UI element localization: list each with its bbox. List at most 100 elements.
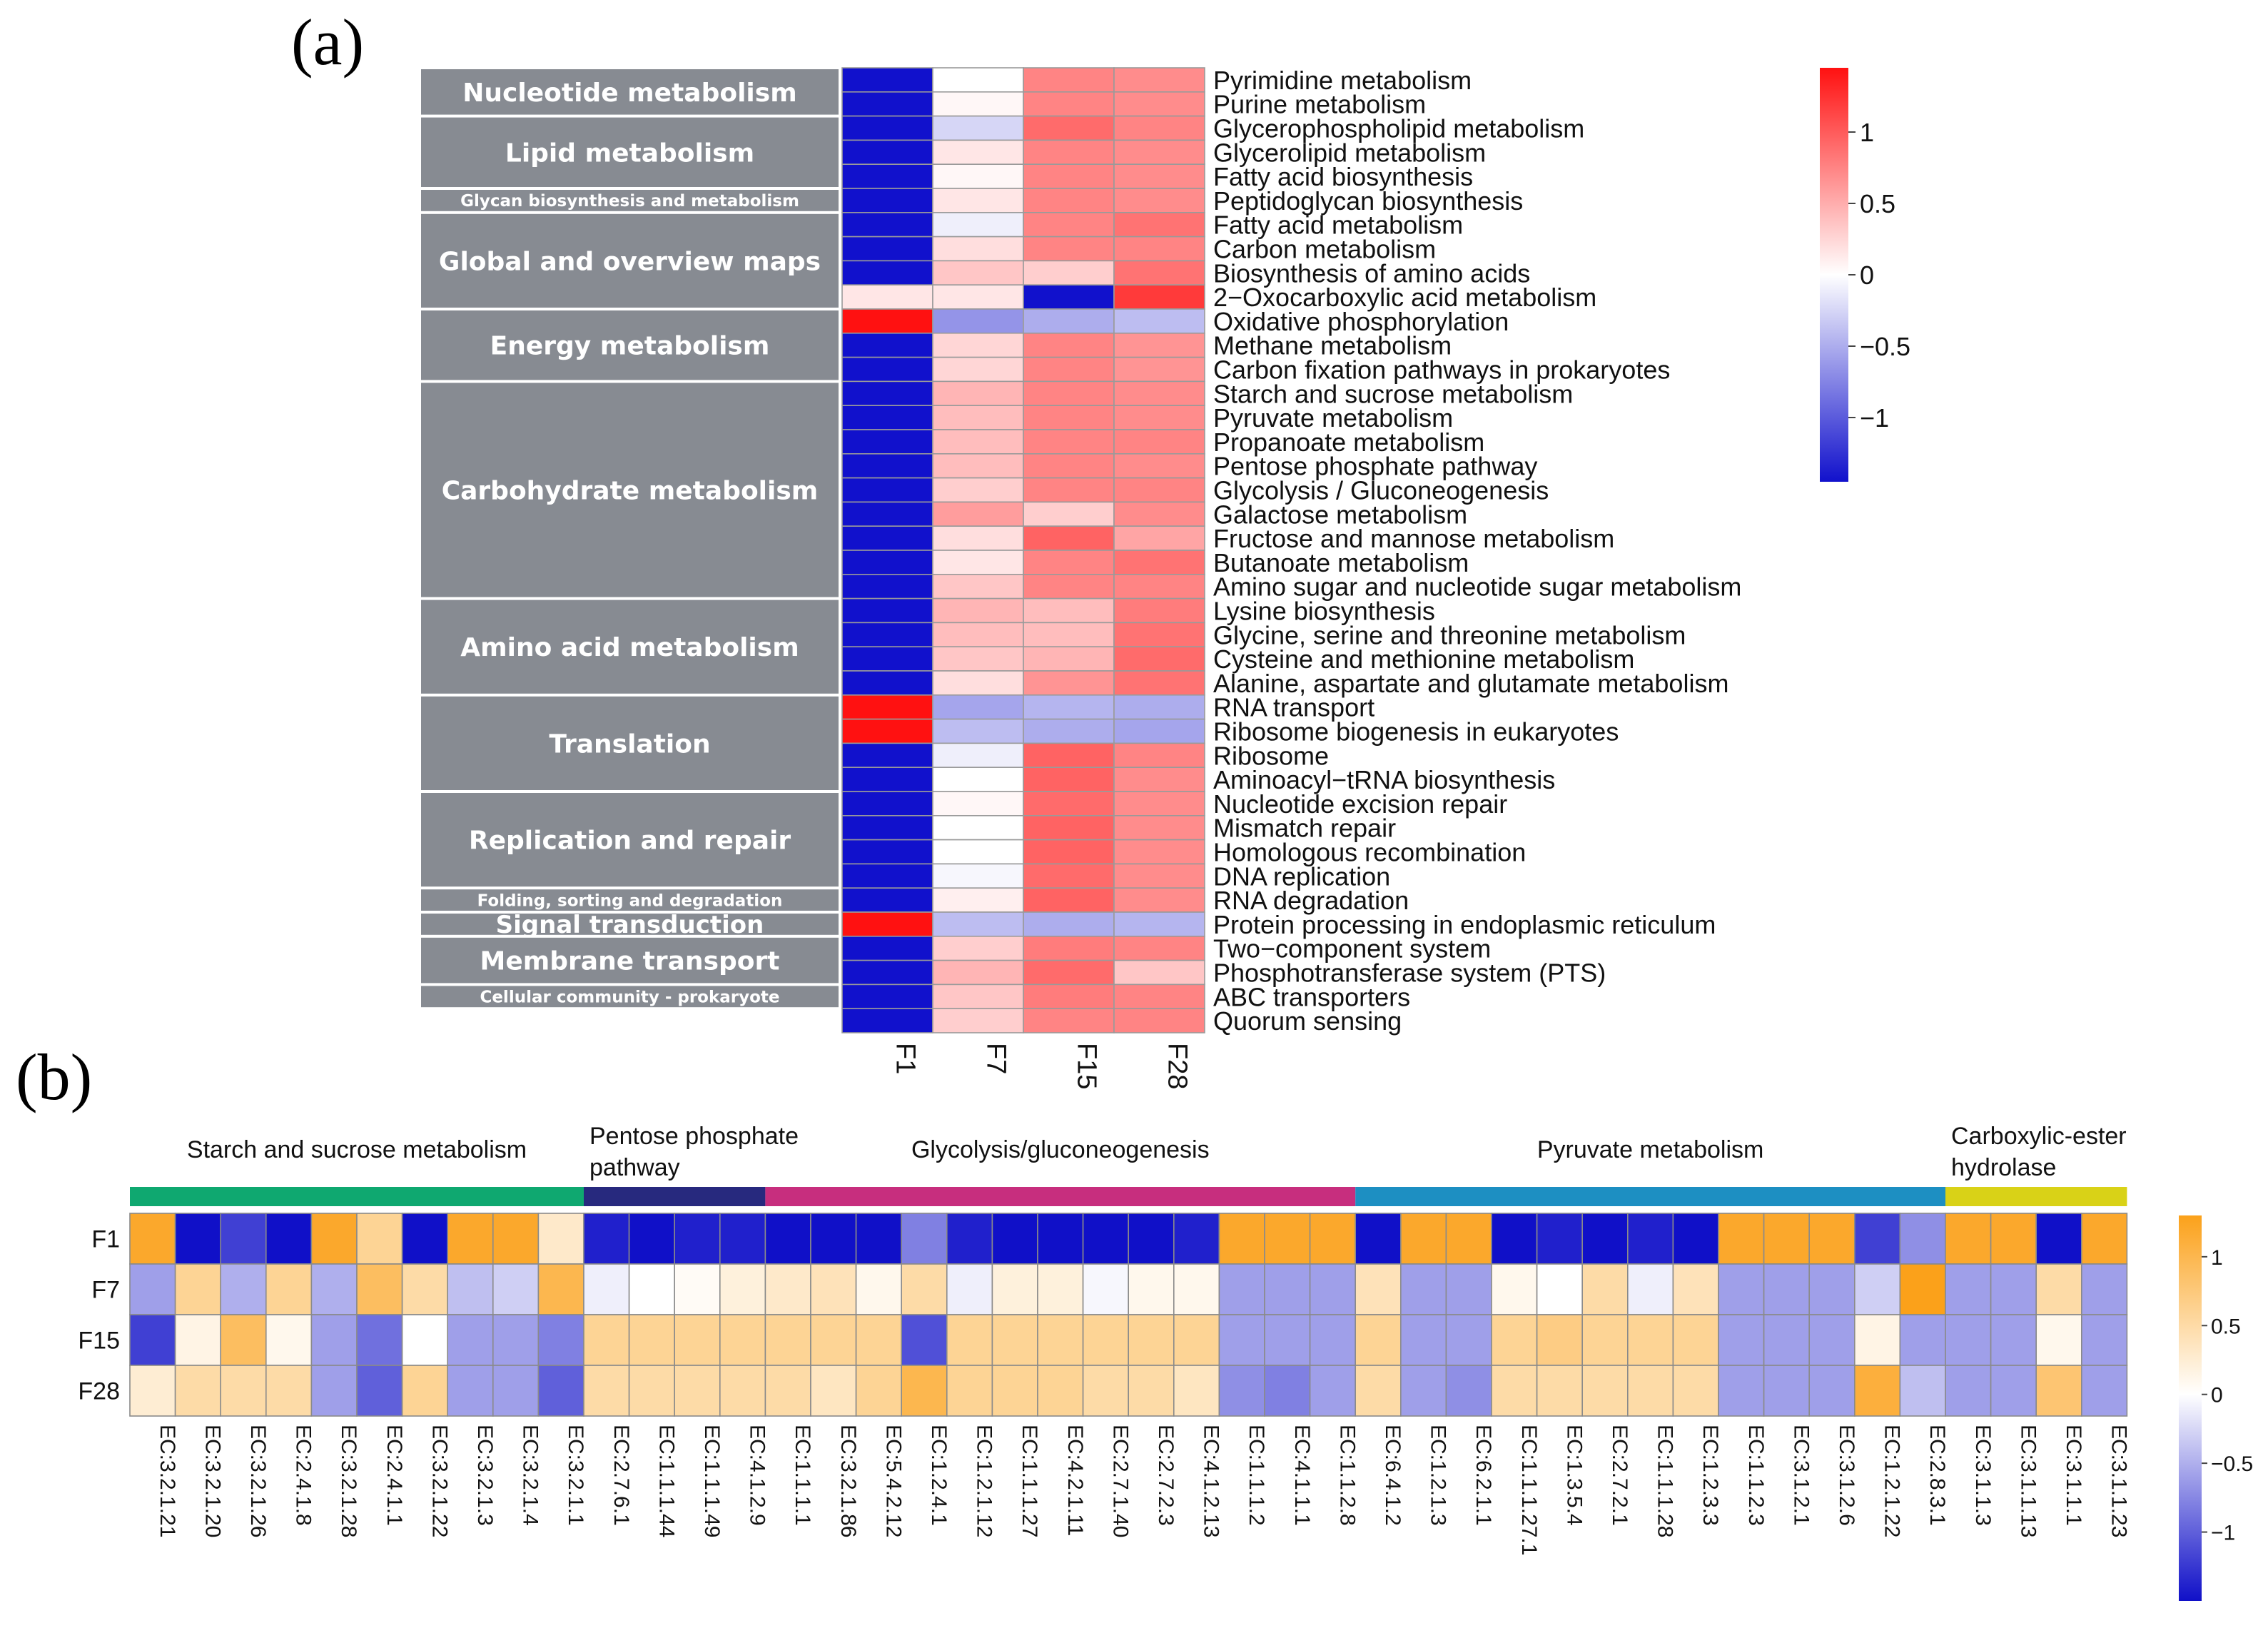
- group-annotation-box: [421, 914, 839, 935]
- heatmap-a-cell: [1023, 767, 1115, 792]
- heatmap-a-cell: [1113, 670, 1205, 696]
- annotation-label: Starch and sucrose metabolism: [187, 1136, 527, 1163]
- panel-b-heatmap: [129, 1213, 2128, 1417]
- heatmap-b-column-label: EC:2.7.2.3: [1154, 1425, 1178, 1526]
- heatmap-b-column-label: EC:1.2.1.3: [1427, 1425, 1450, 1526]
- heatmap-b-cell: [1990, 1365, 2037, 1417]
- heatmap-b-cell: [1854, 1314, 1901, 1366]
- heatmap-a-row-label: Quorum sensing: [1213, 1006, 1402, 1036]
- heatmap-a-cell: [1023, 356, 1115, 383]
- heatmap-b-cell: [220, 1314, 267, 1366]
- heatmap-a-cell: [1023, 139, 1115, 165]
- heatmap-a-cell: [1023, 863, 1115, 889]
- heatmap-a-row-label: Phosphotransferase system (PTS): [1213, 959, 1606, 988]
- heatmap-b-cell: [1218, 1213, 1265, 1265]
- heatmap-a-cell: [1113, 477, 1205, 503]
- heatmap-a-cell: [1113, 791, 1205, 816]
- heatmap-a-row-label: 2−Oxocarboxylic acid metabolism: [1213, 283, 1596, 312]
- heatmap-b-cell: [855, 1213, 902, 1265]
- heatmap-a-cell: [932, 984, 1024, 1010]
- heatmap-b-cell: [537, 1213, 584, 1265]
- heatmap-b-cell: [1627, 1263, 1674, 1315]
- heatmap-b-cell: [764, 1365, 811, 1417]
- heatmap-b-cell: [1218, 1365, 1265, 1417]
- heatmap-a-cell: [932, 163, 1024, 189]
- heatmap-b-cell: [1491, 1314, 1538, 1366]
- heatmap-b-cell: [1536, 1314, 1584, 1366]
- heatmap-b-cell: [356, 1213, 403, 1265]
- heatmap-a-cell: [1023, 694, 1115, 720]
- heatmap-b-cell: [583, 1314, 630, 1366]
- heatmap-b-cell: [1491, 1213, 1538, 1265]
- heatmap-a-row-label: Carbon fixation pathways in prokaryotes: [1213, 355, 1670, 385]
- heatmap-b-cell: [1581, 1314, 1629, 1366]
- heatmap-b-cell: [628, 1365, 675, 1417]
- heatmap-b-cell: [991, 1365, 1038, 1417]
- heatmap-b-column-label: EC:2.7.6.1: [609, 1425, 633, 1526]
- heatmap-b-column-label: EC:1.3.5.4: [1562, 1425, 1586, 1526]
- heatmap-a-cell: [932, 356, 1024, 383]
- heatmap-a-cell: [1113, 139, 1205, 165]
- heatmap-a-row-label: Fatty acid metabolism: [1213, 211, 1463, 240]
- heatmap-a-cell: [841, 91, 933, 117]
- annotation-label: Carboxylic-ester hydrolase: [1951, 1123, 2127, 1181]
- heatmap-a-column-label: F1: [891, 1043, 921, 1074]
- heatmap-b-cell: [447, 1213, 494, 1265]
- group-annotation-label: Glycan biosynthesis and metabolism: [460, 192, 799, 211]
- heatmap-a-cell: [932, 839, 1024, 865]
- heatmap-b-cell: [628, 1263, 675, 1315]
- heatmap-b-column-label: EC:2.4.1.8: [292, 1425, 315, 1526]
- heatmap-b-column-label: EC:3.1.2.1: [1789, 1425, 1813, 1526]
- heatmap-b-cell: [674, 1365, 721, 1417]
- heatmap-a-cell: [841, 718, 933, 744]
- heatmap-b-cell: [492, 1263, 540, 1315]
- heatmap-b-cell: [265, 1365, 313, 1417]
- panel-a-column-labels: F1 F7 F15 F28: [891, 1043, 1193, 1089]
- legend-b-tick-label: 0.5: [2211, 1315, 2241, 1338]
- heatmap-a-row-label: Oxidative phosphorylation: [1213, 307, 1509, 336]
- heatmap-a-cell: [932, 67, 1024, 93]
- heatmap-a-cell: [841, 211, 933, 238]
- heatmap-b-cell: [1899, 1314, 1946, 1366]
- heatmap-a-cell: [1113, 405, 1205, 430]
- heatmap-b-column-label: EC:5.4.2.12: [881, 1425, 905, 1537]
- legend-b-tick-label: −1: [2211, 1522, 2235, 1545]
- heatmap-b-column-label: EC:3.1.1.3: [1971, 1425, 1995, 1526]
- group-annotation-box: [421, 213, 839, 308]
- panel-a-heatmap: [841, 67, 1205, 1033]
- heatmap-b-cell: [1264, 1263, 1311, 1315]
- heatmap-a-row-label: Galactose metabolism: [1213, 500, 1467, 529]
- heatmap-b-column-label: EC:1.1.1.44: [654, 1425, 678, 1537]
- annotation-label: Pyruvate metabolism: [1537, 1136, 1763, 1163]
- heatmap-a-row-label: Pyruvate metabolism: [1213, 403, 1453, 433]
- heatmap-b-cell: [1355, 1263, 1402, 1315]
- heatmap-b-column-label: EC:3.2.1.86: [836, 1425, 860, 1537]
- heatmap-a-cell: [1023, 959, 1115, 986]
- heatmap-b-column-label: EC:3.2.1.3: [473, 1425, 497, 1526]
- heatmap-b-cell: [1309, 1213, 1356, 1265]
- heatmap-a-cell: [1113, 501, 1205, 527]
- heatmap-a-cell: [1023, 742, 1115, 769]
- heatmap-b-row-label: F28: [78, 1378, 120, 1405]
- heatmap-b-column-label: EC:4.1.1.1: [1290, 1425, 1314, 1526]
- heatmap-a-cell: [932, 936, 1024, 961]
- heatmap-b-cell: [1037, 1263, 1084, 1315]
- group-annotation-box: [421, 600, 839, 694]
- heatmap-b-cell: [1037, 1314, 1084, 1366]
- heatmap-b-cell: [1808, 1365, 1856, 1417]
- heatmap-a-cell: [841, 236, 933, 262]
- group-annotation-box: [421, 117, 839, 187]
- group-annotation-label: Lipid metabolism: [505, 138, 754, 168]
- heatmap-a-cell: [1023, 91, 1115, 117]
- heatmap-b-cell: [810, 1213, 857, 1265]
- heatmap-a-row-label: Butanoate metabolism: [1213, 548, 1469, 577]
- heatmap-a-cell: [1113, 188, 1205, 213]
- heatmap-a-cell: [841, 622, 933, 648]
- heatmap-b-cell: [1309, 1365, 1356, 1417]
- heatmap-b-cell: [1672, 1213, 1719, 1265]
- heatmap-a-cell: [932, 91, 1024, 117]
- heatmap-a-cell: [1023, 573, 1115, 600]
- heatmap-a-cell: [1023, 163, 1115, 189]
- group-annotation-label: Amino acid metabolism: [460, 633, 799, 662]
- heatmap-a-column-label: F15: [1072, 1043, 1102, 1089]
